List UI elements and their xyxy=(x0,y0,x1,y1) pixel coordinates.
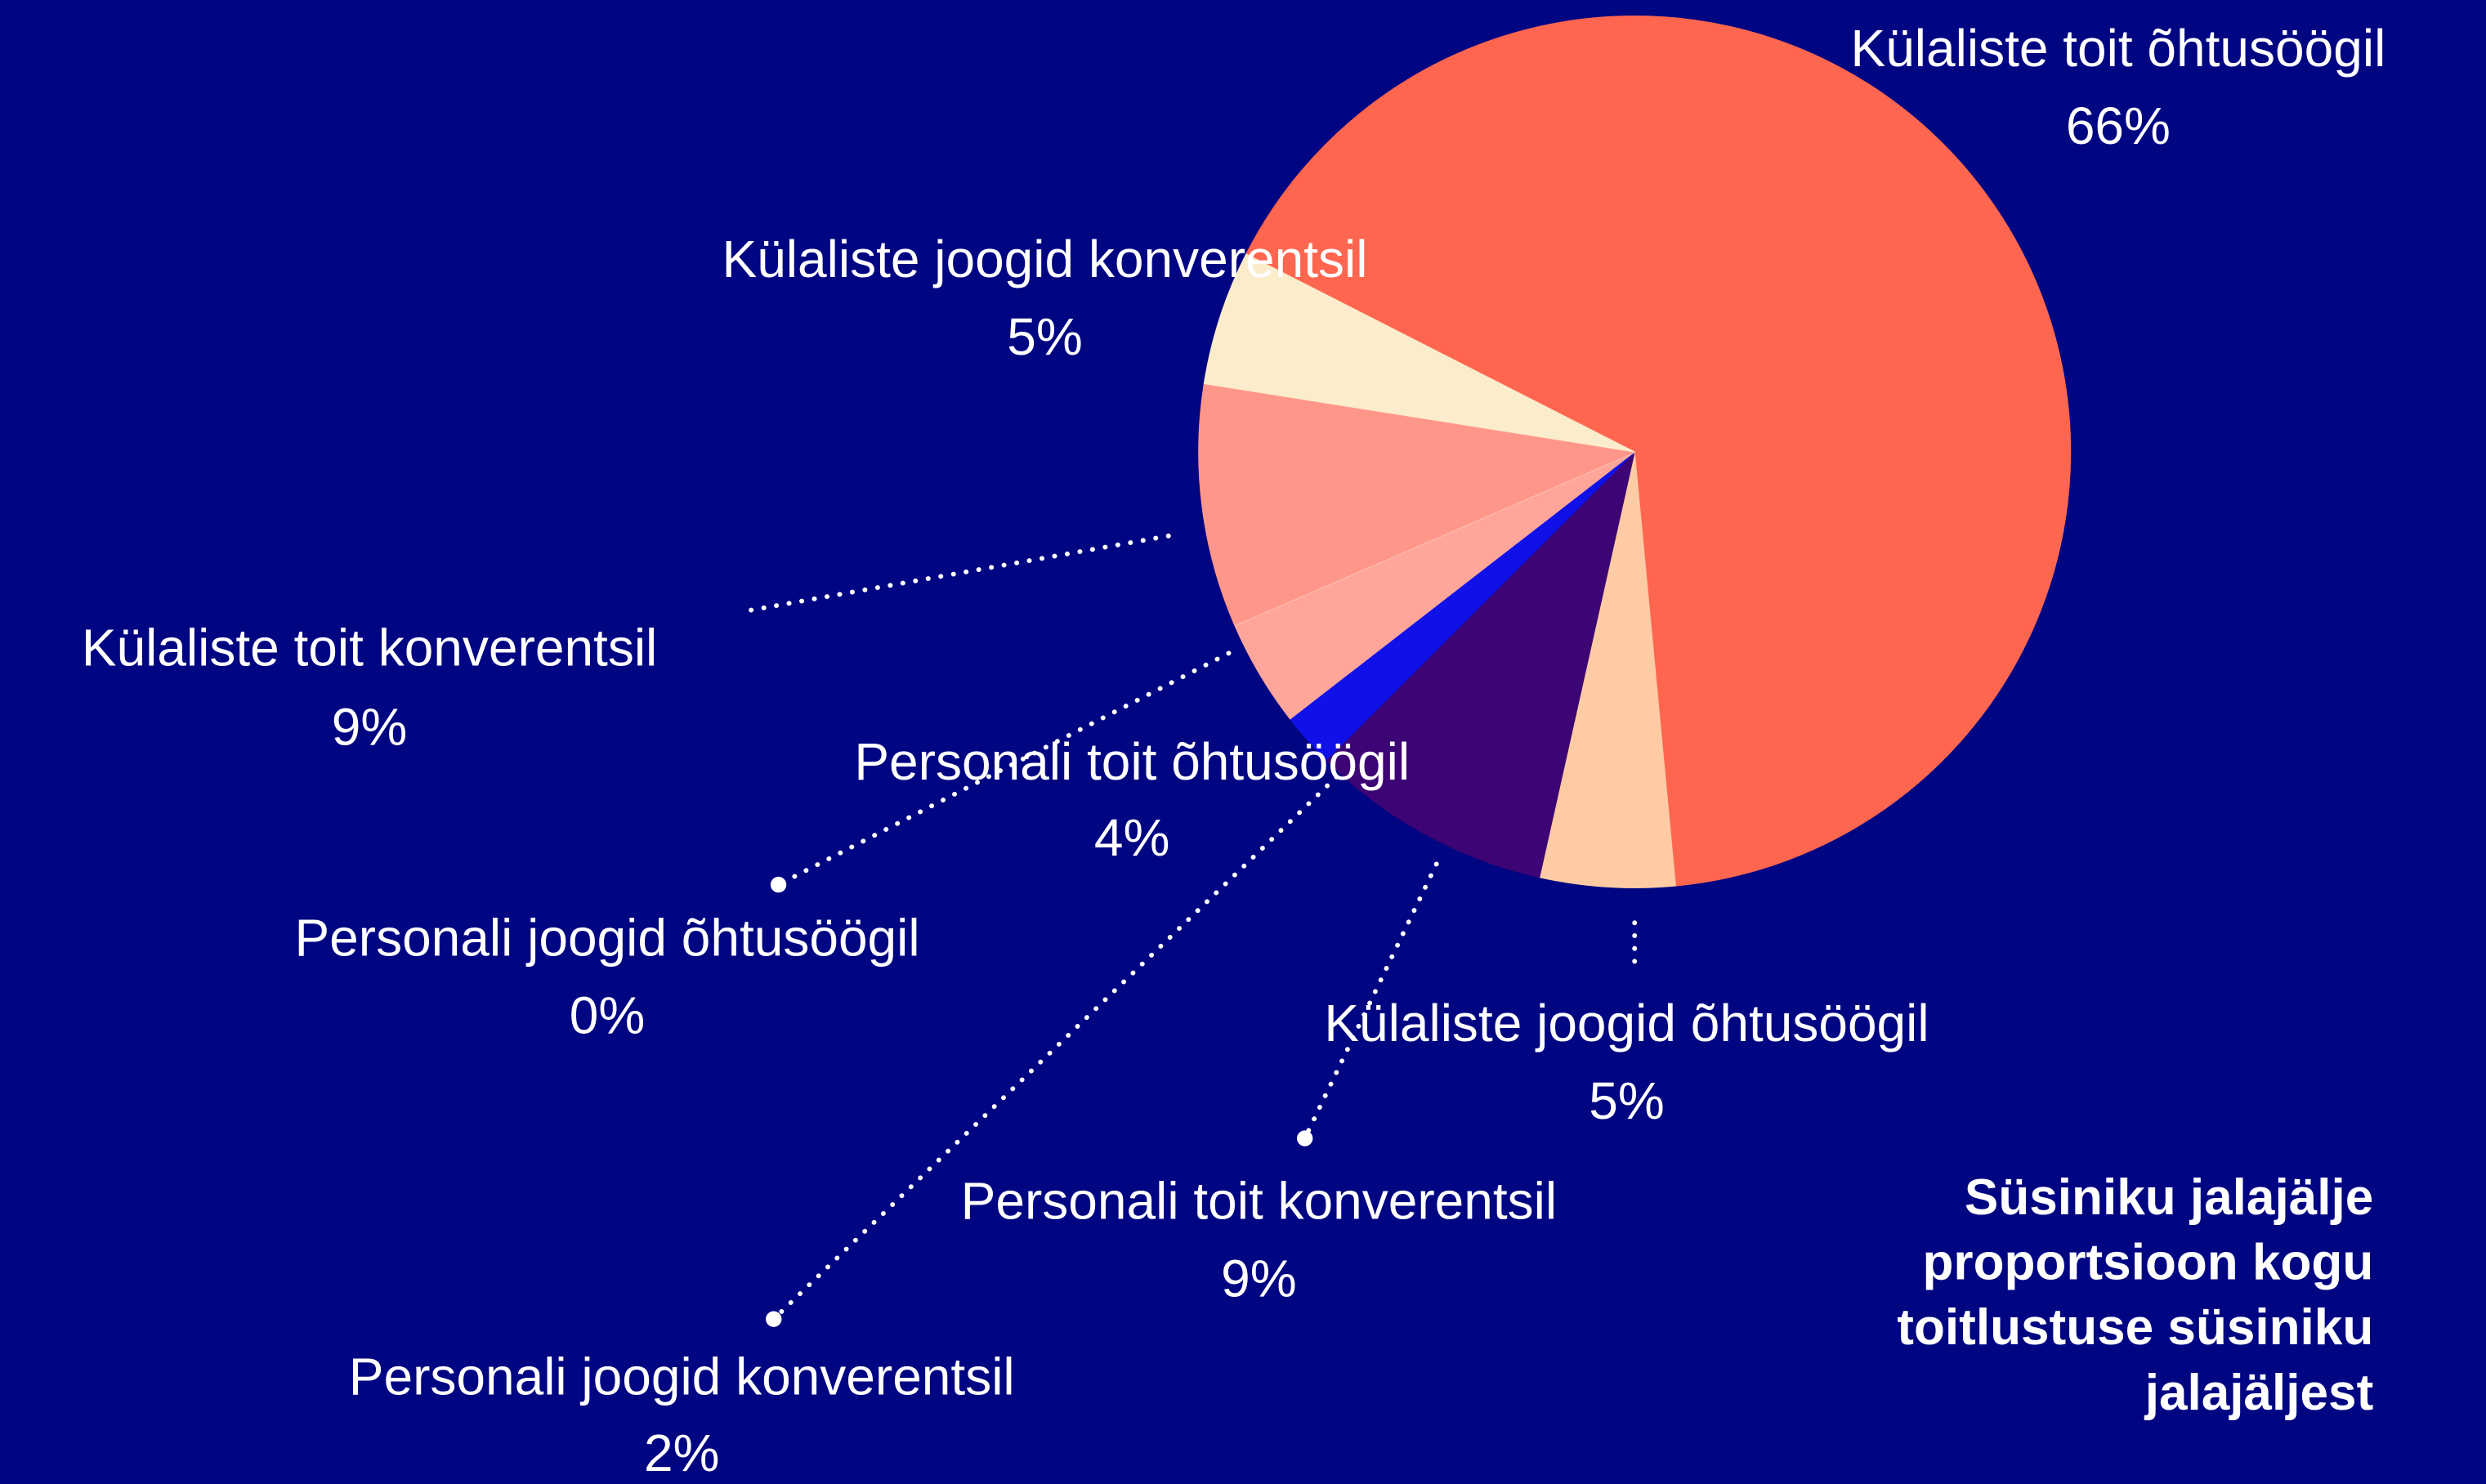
leader-line xyxy=(776,650,1232,887)
pie-slice xyxy=(1203,253,1635,453)
chart-title: Süsiniku jalajälje proportsioon kogu toi… xyxy=(1897,1168,2374,1421)
leader-line xyxy=(771,774,1339,1322)
slice-label: Külaliste toit konverentsil xyxy=(82,618,658,677)
leader-dot xyxy=(766,1311,782,1327)
pie xyxy=(1198,16,2072,888)
leader-dot xyxy=(770,876,787,893)
leader-line xyxy=(738,533,1171,615)
leader-line xyxy=(1302,861,1439,1141)
value-label: 0% xyxy=(570,986,646,1044)
title-box: Süsiniku jalajälje proportsioon kogu toi… xyxy=(1897,1168,2374,1421)
slice-label: Külaliste joogid konverentsil xyxy=(722,230,1368,288)
value-label: 5% xyxy=(1007,307,1083,366)
pie-slice xyxy=(1326,450,1636,878)
slice-label: Külaliste toit õhtusöögil xyxy=(1851,19,2386,78)
value-label: 5% xyxy=(1589,1071,1665,1130)
leader-dot xyxy=(1296,1130,1313,1147)
slice-label: Personali toit konverentsil xyxy=(961,1171,1557,1230)
pie-slice xyxy=(1539,451,1676,888)
value-label: 9% xyxy=(332,697,408,756)
pie-slice xyxy=(1245,16,2072,887)
value-label: 66% xyxy=(2066,96,2171,155)
value-label: 4% xyxy=(1094,808,1170,867)
value-label: 9% xyxy=(1221,1249,1297,1307)
slice-label: Personali joogid konverentsil xyxy=(349,1348,1015,1406)
slice-label: Külaliste joogid õhtusöögil xyxy=(1324,994,1929,1053)
pie-slice xyxy=(1198,382,1636,626)
slice-label: Personali joogid õhtusöögil xyxy=(294,908,919,967)
slice-label: Personali toit õhtusöögil xyxy=(854,732,1410,791)
value-label: 2% xyxy=(644,1424,720,1482)
